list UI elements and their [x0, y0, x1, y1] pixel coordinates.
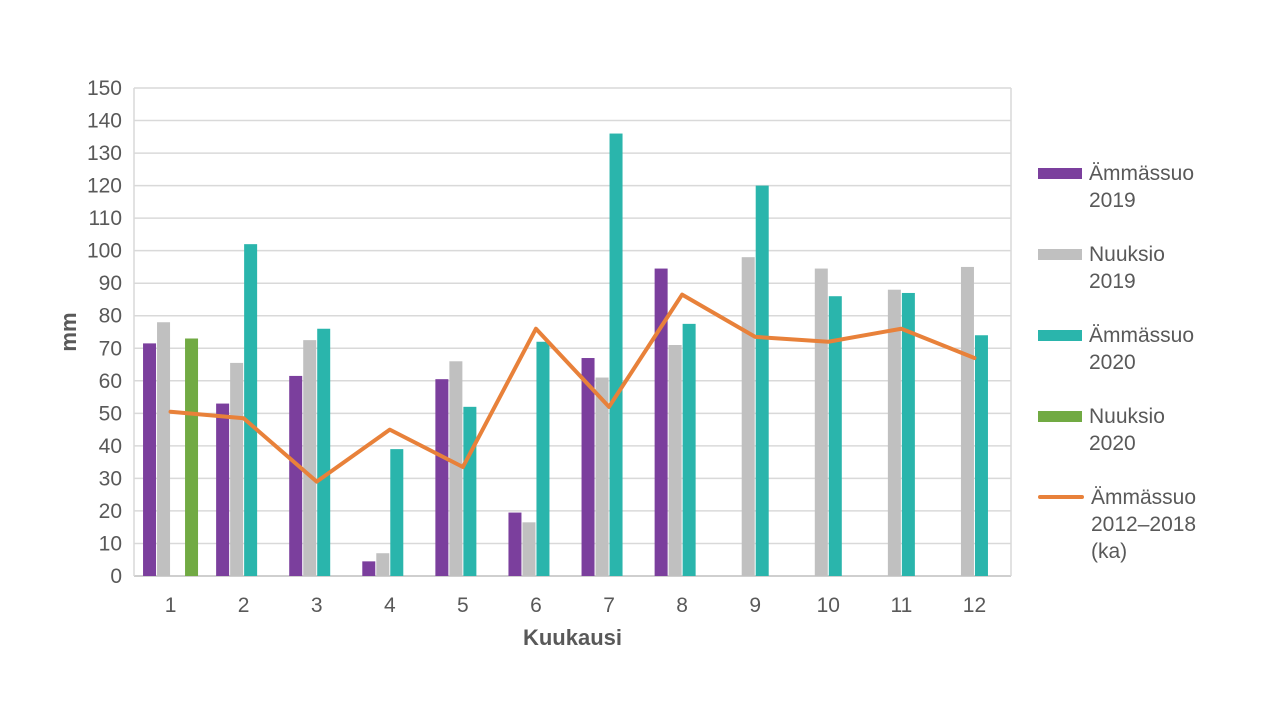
legend-entry: Nuuksio 2020 [1038, 403, 1228, 457]
bar-nuuksio-2019-month-1 [157, 322, 171, 576]
y-tick-label: 100 [87, 240, 122, 263]
x-axis-title: Kuukausi [523, 625, 622, 650]
y-tick-label: 30 [99, 467, 122, 490]
y-tick-label: 90 [99, 272, 122, 295]
bar--mm-ssuo-2019-month-6 [508, 512, 522, 576]
bar-nuuksio-2019-month-6 [522, 522, 536, 576]
bar--mm-ssuo-2020-month-7 [609, 133, 623, 576]
chart-legend: Ämmässuo 2019 Nuuksio 2019 Ämmässuo 2020 Nu… [1038, 160, 1228, 565]
bar-nuuksio-2019-month-8 [668, 345, 682, 576]
y-axis-title: mm [56, 312, 81, 351]
trend-line--mm-ssuo-2012-2018-ka- [168, 292, 977, 484]
x-tick-label: 3 [311, 594, 323, 617]
legend-color-swatch [1038, 330, 1082, 341]
legend-entry: Ämmässuo 2019 [1038, 160, 1228, 214]
y-tick-label: 0 [110, 565, 122, 588]
bar--mm-ssuo-2020-month-3 [317, 328, 331, 576]
bar-nuuksio-2019-month-2 [230, 362, 244, 576]
legend-label: Nuuksio 2020 [1089, 405, 1165, 455]
bar-nuuksio-2019-month-12 [960, 266, 974, 576]
legend-label: Nuuksio 2019 [1089, 243, 1165, 293]
y-tick-label: 140 [87, 110, 122, 133]
legend-label: Ämmässuo 2019 [1089, 162, 1195, 212]
x-tick-label: 12 [963, 594, 986, 617]
y-tick-label: 110 [89, 207, 122, 230]
bar--mm-ssuo-2019-month-5 [435, 379, 449, 576]
bar-nuuksio-2019-month-4 [376, 553, 390, 576]
bar-nuuksio-2019-month-3 [303, 340, 317, 576]
y-tick-label: 50 [99, 402, 122, 425]
bar--mm-ssuo-2019-month-2 [216, 403, 230, 576]
x-tick-label: 8 [676, 594, 688, 617]
x-tick-label: 4 [384, 594, 396, 617]
bar--mm-ssuo-2020-month-5 [463, 406, 477, 576]
x-tick-label: 1 [165, 594, 177, 617]
bar--mm-ssuo-2020-month-10 [828, 296, 842, 576]
x-tick-label: 10 [817, 594, 840, 617]
x-tick-label: 11 [890, 594, 912, 617]
bar-nuuksio-2019-month-10 [814, 268, 828, 576]
legend-label: Ämmässuo 2020 [1089, 324, 1195, 374]
bar--mm-ssuo-2020-month-8 [682, 323, 696, 576]
y-tick-label: 40 [99, 435, 122, 458]
bar-nuuksio-2019-month-9 [741, 257, 755, 576]
legend-color-swatch [1038, 411, 1082, 422]
bar--mm-ssuo-2020-month-9 [755, 185, 769, 576]
legend-color-swatch [1038, 168, 1082, 179]
bar--mm-ssuo-2019-month-4 [362, 561, 376, 576]
y-tick-label: 70 [99, 337, 122, 360]
y-tick-label: 10 [99, 532, 122, 555]
x-tick-label: 6 [530, 594, 542, 617]
bar--mm-ssuo-2020-month-12 [974, 335, 988, 576]
y-tick-label: 20 [99, 500, 122, 523]
bar--mm-ssuo-2019-month-1 [143, 343, 157, 576]
x-tick-label: 2 [238, 594, 250, 617]
bar--mm-ssuo-2019-month-8 [654, 268, 668, 576]
bar--mm-ssuo-2020-month-2 [244, 244, 258, 576]
bar-nuuksio-2019-month-5 [449, 361, 463, 576]
bar-nuuksio-2020-month-1 [185, 338, 199, 576]
bar-nuuksio-2019-month-7 [595, 377, 609, 576]
bar--mm-ssuo-2019-month-7 [581, 358, 595, 576]
bar--mm-ssuo-2019-month-3 [289, 375, 303, 576]
y-tick-label: 130 [87, 142, 122, 165]
bar-nuuksio-2019-month-11 [887, 289, 901, 576]
legend-label: Ämmässuo 2012–2018 (ka) [1091, 486, 1197, 563]
legend-color-swatch [1038, 249, 1082, 260]
x-tick-label: 5 [457, 594, 469, 617]
legend-line-swatch [1038, 495, 1084, 499]
bar--mm-ssuo-2020-month-11 [901, 292, 915, 576]
y-tick-label: 60 [99, 370, 122, 393]
legend-entry: Ämmässuo 2020 [1038, 322, 1228, 376]
y-tick-label: 150 [87, 77, 122, 100]
bar--mm-ssuo-2020-month-4 [390, 449, 404, 576]
x-tick-label: 7 [603, 594, 615, 617]
legend-entry: Ämmässuo 2012–2018 (ka) [1038, 484, 1228, 565]
legend-entry: Nuuksio 2019 [1038, 241, 1228, 295]
bar--mm-ssuo-2020-month-6 [536, 341, 550, 576]
y-tick-label: 120 [87, 175, 122, 198]
y-tick-label: 80 [99, 305, 122, 328]
x-tick-label: 9 [749, 594, 761, 617]
